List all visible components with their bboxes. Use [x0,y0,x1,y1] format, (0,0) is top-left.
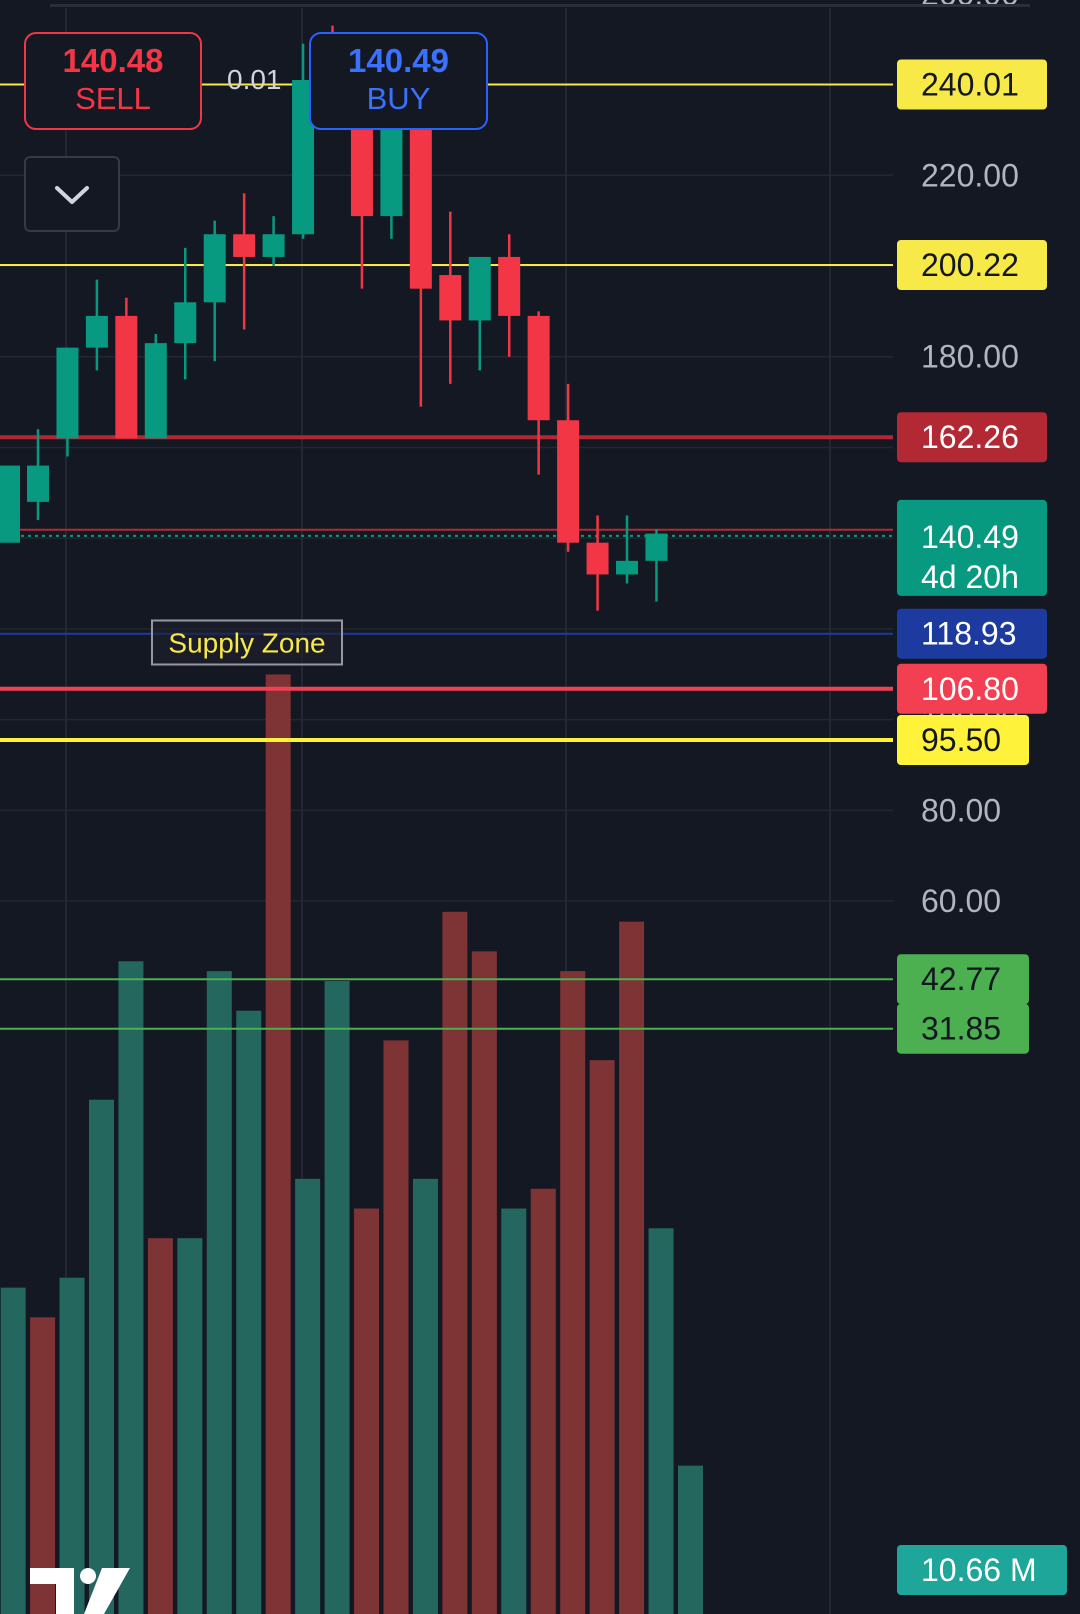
candle [0,501,20,506]
candle [85,315,108,348]
volume-bar [59,1277,85,1614]
volume-bar [0,1287,26,1614]
volume-bar [501,1208,527,1614]
candle [56,347,79,439]
volume-bar [648,1228,674,1614]
volume-bar [206,971,232,1614]
volume-bar [354,1208,380,1614]
volume-bar [560,971,586,1614]
volume-bar [530,1188,556,1614]
line-price-label: 106.80 [921,671,1019,707]
candle [115,315,138,439]
annotations[interactable]: Supply Zone [151,619,343,666]
buy-label: BUY [366,81,431,116]
candle [527,315,550,421]
line-price-label: 240.01 [921,67,1019,103]
candle [292,80,315,235]
y-tick-label: 220.00 [921,157,1019,193]
candle [262,234,285,257]
candle [233,234,256,257]
line-price-label: 162.26 [921,419,1019,455]
volume-bar [412,1178,438,1614]
horizontal-lines[interactable] [0,0,893,1030]
chart-top-border [50,4,1030,7]
line-price-label-bg [897,663,1047,714]
candle [557,420,580,543]
volume-bar [265,674,291,1614]
volume-bar [471,951,497,1614]
candle [439,275,462,321]
candle [27,465,49,502]
chart-grid [0,8,893,1614]
candle [380,107,403,217]
candle [645,533,668,561]
supply-zone-label[interactable]: Supply Zone [168,627,325,658]
volume-bar [89,1099,114,1614]
order-panel-dropdown[interactable] [24,156,120,232]
candle [203,234,226,303]
line-price-label: 95.50 [921,722,1001,758]
y-tick-label: 180.00 [921,339,1019,375]
candle [468,256,491,321]
line-price-label: 31.85 [921,1011,1001,1047]
line-price-label-bg [897,1003,1029,1054]
y-tick-label: 60.00 [921,883,1001,919]
chevron-down-icon [55,186,89,204]
volume-bar [118,961,144,1614]
candle [616,560,638,575]
line-price-label: 200.22 [921,247,1019,283]
sell-label: SELL [75,81,151,116]
current-price-bg [897,499,1047,596]
line-price-label-bg [897,240,1047,291]
volume-bar [295,1178,321,1614]
buy-button[interactable]: 140.49 BUY [309,32,488,130]
sell-button[interactable]: 140.48 SELL [24,32,202,130]
line-price-label-bg [897,954,1029,1005]
volume-bar [177,1238,203,1614]
candle [586,542,609,575]
volume-bar [442,911,468,1614]
volume-bars [0,674,703,1614]
candle [144,343,167,439]
line-price-label-bg [897,715,1029,766]
line-price-label-bg [897,412,1047,463]
volume-bar [324,981,350,1614]
price-labels: 294.05240.01200.22162.26141.86118.93106.… [897,59,1067,1595]
line-price-label: 118.93 [921,616,1017,652]
line-price-label: 42.77 [921,961,1001,997]
candle [174,302,197,344]
tradingview-logo [30,1568,130,1614]
current-price-label: 140.49 [921,519,1019,555]
volume-bar [678,1465,703,1614]
volume-label: 10.66 M [921,1552,1037,1588]
candle [498,256,521,316]
line-price-label-bg [897,59,1047,110]
volume-label-bg [897,1545,1067,1595]
line-price-label-bg [897,608,1047,659]
spread-value: 0.01 [227,64,282,95]
y-tick-label: 80.00 [921,792,1001,828]
candle [409,107,432,289]
volume-bar [236,1010,262,1614]
volume-bar [589,1060,615,1614]
supply-zone-box[interactable] [151,619,343,666]
bar-countdown-label: 4d 20h [921,559,1019,595]
volume-bar [30,1317,56,1614]
volume-bar [383,1040,409,1614]
volume-bar [619,921,645,1614]
sell-price: 140.48 [62,42,164,79]
volume-bar [147,1238,173,1614]
buy-price: 140.49 [348,42,449,79]
